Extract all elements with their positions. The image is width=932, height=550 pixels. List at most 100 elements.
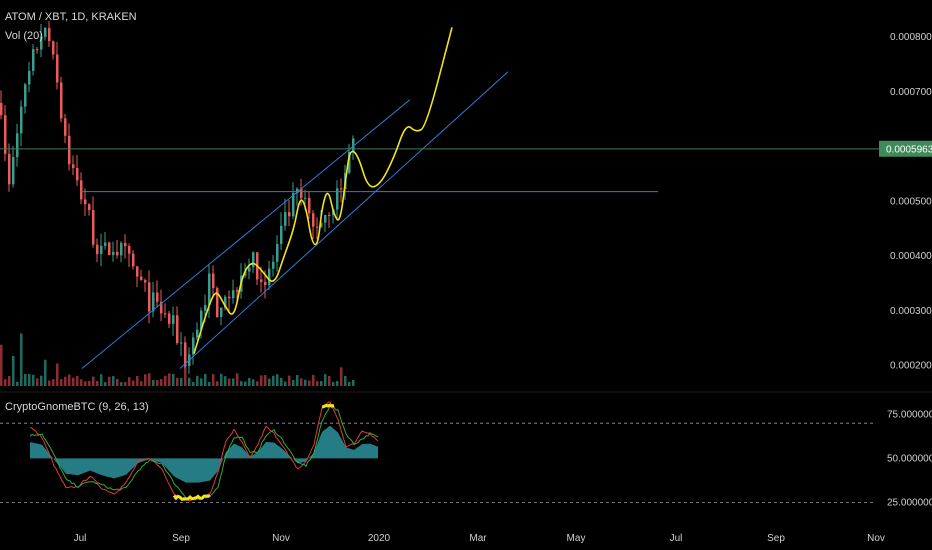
volume-bar: [168, 373, 171, 386]
candle-body: [200, 310, 203, 330]
volume-bar: [140, 381, 143, 386]
channel-upper-line: [81, 99, 411, 369]
candle-body: [28, 70, 31, 85]
volume-bar: [52, 379, 55, 386]
candle-body: [316, 226, 319, 228]
candle-body: [140, 276, 143, 281]
volume-bar: [36, 378, 39, 386]
volume-bar: [156, 380, 159, 386]
volume-bar: [216, 381, 219, 386]
candle-body: [268, 268, 271, 286]
volume-bar: [132, 380, 135, 386]
time-tick-label: Sep: [767, 533, 785, 544]
drawings[interactable]: [0, 27, 932, 369]
volume-bar: [84, 381, 87, 386]
candle-body: [312, 213, 315, 227]
time-tick-label: Nov: [272, 533, 290, 544]
volume-bar: [172, 373, 175, 386]
volume-bar: [308, 380, 311, 386]
candle-body: [48, 27, 51, 42]
volume-bar: [240, 381, 243, 386]
candle-body: [176, 315, 179, 344]
candle-body: [52, 41, 55, 55]
volume-bar: [336, 381, 339, 386]
time-axis[interactable]: Jul Sep Nov 2020 Mar May Jul Sep Nov: [74, 533, 885, 544]
candle-body: [348, 151, 351, 173]
candle-body: [252, 252, 255, 268]
candle-body: [160, 301, 163, 314]
volume-bar: [204, 374, 207, 386]
candle-body: [36, 49, 39, 51]
volume-bar: [196, 375, 199, 386]
candle-body: [208, 273, 211, 306]
indicator-histogram: [30, 425, 378, 483]
channel-lower-line: [179, 71, 509, 369]
candle-body: [192, 337, 195, 355]
volume-bar: [328, 375, 331, 386]
candle-body: [288, 212, 291, 217]
volume-bar: [316, 381, 319, 386]
candle-body: [16, 133, 19, 158]
time-tick-label: Mar: [469, 533, 487, 544]
volume-bar: [260, 375, 263, 386]
time-tick-label: Jul: [74, 533, 87, 544]
indicator-tick-label: 50.0000000: [887, 453, 932, 464]
volume-bar: [188, 377, 191, 386]
volume-bar: [44, 359, 47, 386]
candle-body: [196, 329, 199, 338]
volume-bar: [76, 375, 79, 386]
candle-body: [68, 135, 71, 165]
volume-bar: [272, 375, 275, 386]
candle-body: [60, 82, 63, 119]
volume-bars: [0, 333, 355, 386]
candle-body: [260, 279, 263, 282]
indicator-tick-label: 75.0000000: [887, 409, 932, 420]
time-tick-label: Nov: [867, 533, 885, 544]
volume-bar: [304, 379, 307, 386]
volume-bar: [348, 381, 351, 386]
candle-body: [236, 290, 239, 292]
volume-bar: [92, 376, 95, 386]
candle-body: [136, 266, 139, 277]
candle-body: [284, 212, 287, 226]
volume-bar: [176, 377, 179, 386]
candle-body: [88, 204, 91, 211]
candle-body: [272, 261, 275, 269]
candle-body: [144, 280, 147, 283]
volume-bar: [244, 381, 247, 386]
volume-bar: [124, 382, 127, 386]
candle-body: [72, 164, 75, 169]
candle-body: [132, 253, 135, 267]
candle-body: [0, 102, 3, 116]
volume-bar: [48, 380, 51, 386]
volume-bar: [252, 379, 255, 386]
volume-bar: [20, 333, 23, 386]
candle-body: [120, 242, 123, 256]
volume-bar: [60, 378, 63, 386]
volume-bar: [100, 374, 103, 386]
volume-bar: [96, 381, 99, 386]
time-tick-label: Sep: [172, 533, 190, 544]
volume-bar: [80, 379, 83, 386]
candle-body: [244, 271, 247, 276]
candle-body: [184, 342, 187, 367]
volume-bar: [324, 374, 327, 386]
candle-body: [156, 292, 159, 302]
candle-body: [212, 273, 215, 289]
volume-bar: [220, 373, 223, 386]
candle-body: [320, 222, 323, 228]
volume-bar: [12, 356, 15, 386]
candle-body: [148, 282, 151, 312]
candle-body: [204, 305, 207, 311]
indicator-extreme-highlight: [321, 403, 335, 409]
volume-bar: [236, 373, 239, 386]
volume-bar: [232, 378, 235, 386]
indicator-tick-label: 25.0000000: [887, 497, 932, 508]
last-price-label: 0.0005963: [886, 144, 932, 155]
last-price-tag: [879, 140, 932, 157]
